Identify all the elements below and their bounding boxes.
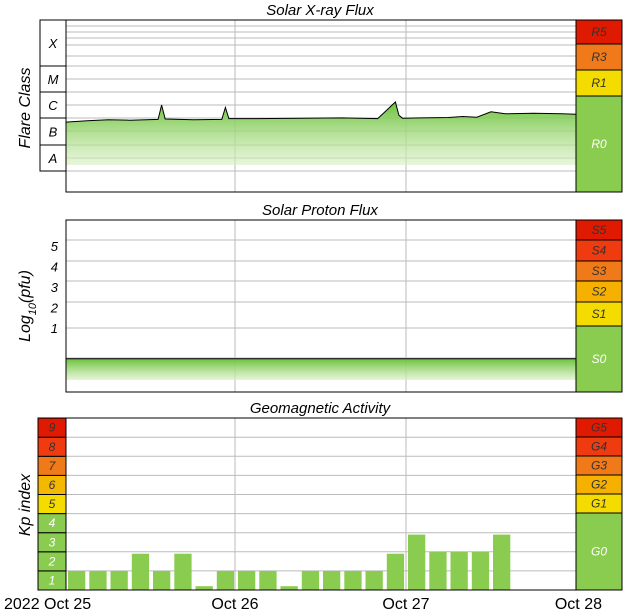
- scale-cell: [575, 95, 623, 193]
- proton-y-tick-label: 3: [51, 280, 59, 295]
- kp-bar: [153, 570, 171, 590]
- proton-ylabel: Log10(pfu): [17, 270, 39, 342]
- proton-grid: [66, 220, 576, 392]
- x-tick-label: 2022 Oct 25: [4, 596, 91, 613]
- proton-radiation-storm-scale: S5 S4 S3 S2 S1 S0: [575, 219, 623, 393]
- kp-level-label: 8: [49, 440, 56, 454]
- proton-flux-fill: [66, 358, 605, 380]
- kp-bar: [259, 570, 277, 590]
- kp-geomagnetic-storm-scale: G5 G4 G3 G2 G1 G0: [575, 417, 623, 591]
- kp-bar: [89, 570, 107, 590]
- proton-ylabel-sub: 10: [27, 302, 39, 315]
- scale-cell: [575, 301, 623, 327]
- kp-level-label: 9: [49, 421, 56, 435]
- flare-class-label: B: [49, 125, 58, 140]
- scale-label: S4: [592, 244, 607, 258]
- kp-bar: [386, 553, 405, 590]
- proton-y-tick-label: 1: [51, 321, 58, 336]
- scale-label: S0: [592, 352, 607, 366]
- x-tick-label: Oct 27: [382, 596, 429, 613]
- kp-bar: [323, 570, 341, 590]
- scale-cell: [575, 19, 623, 45]
- kp-bar: [429, 551, 447, 590]
- flare-class-label: X: [48, 36, 59, 51]
- kp-level-label: 3: [49, 535, 56, 549]
- kp-level-label: 6: [49, 478, 56, 492]
- scale-label: S2: [592, 285, 607, 299]
- kp-title: Geomagnetic Activity: [250, 400, 392, 417]
- kp-panel: Geomagnetic Activity Kp index 123456789 …: [17, 400, 623, 591]
- kp-bar: [68, 570, 86, 590]
- flare-class-label: C: [48, 98, 58, 113]
- xray-flux-line: [65, 101, 605, 123]
- flare-class-cell: [39, 19, 67, 67]
- kp-bar: [301, 570, 320, 590]
- scale-label: R1: [591, 76, 606, 90]
- proton-y-tick-label: 2: [50, 301, 59, 316]
- kp-level-label: 1: [49, 573, 56, 587]
- xray-title: Solar X-ray Flux: [266, 2, 374, 19]
- proton-y-tick-label: 4: [51, 260, 58, 275]
- kp-ylabel: Kp index: [17, 473, 34, 536]
- kp-level-cells: 1 2 3 4 5 6 7 8 9: [37, 417, 67, 591]
- kp-bar: [344, 570, 362, 590]
- kp-bar: [365, 570, 383, 590]
- kp-bar: [110, 570, 128, 590]
- scale-label: R0: [591, 137, 607, 151]
- scale-label: S1: [592, 307, 607, 321]
- kp-level-label: 5: [49, 497, 56, 511]
- flare-class-label: M: [48, 72, 59, 87]
- x-tick-label: Oct 26: [211, 596, 258, 613]
- kp-bars: [68, 534, 511, 590]
- xray-flux-fill: [66, 102, 605, 165]
- xray-radio-blackout-scale: R5 R3 R1 R0: [575, 19, 623, 193]
- scale-label: G4: [591, 440, 607, 454]
- scale-label: G2: [591, 478, 607, 492]
- flare-class-cell: [39, 117, 67, 146]
- scale-label: R3: [591, 50, 607, 64]
- proton-y-ticks: 1 2 3 4 5: [50, 239, 59, 336]
- flare-class-label: A: [48, 151, 58, 166]
- scale-label: S5: [592, 223, 607, 237]
- scale-label: R5: [591, 25, 607, 39]
- kp-bar: [238, 570, 256, 590]
- kp-bar: [216, 570, 235, 590]
- xray-plot-area: [66, 20, 576, 192]
- xray-ylabel: Flare Class: [17, 68, 34, 149]
- kp-bar: [174, 553, 192, 590]
- proton-ylabel-group: Log10(pfu): [17, 270, 39, 342]
- flare-class-cell: [39, 144, 67, 172]
- proton-ylabel-main: Log: [17, 315, 34, 342]
- scale-label: G0: [591, 545, 607, 559]
- scale-cell: [575, 512, 623, 591]
- kp-bar: [408, 534, 426, 590]
- scale-cell: [575, 69, 623, 97]
- kp-bar: [493, 534, 511, 590]
- kp-level-label: 7: [49, 459, 57, 473]
- scale-cell: [575, 325, 623, 393]
- scale-label: G1: [591, 497, 607, 511]
- xray-ylabel-group: Flare Class: [17, 68, 34, 149]
- scale-cell: [575, 43, 623, 71]
- x-tick-label: Oct 28: [555, 596, 602, 613]
- kp-level-label: 4: [49, 516, 56, 530]
- proton-title: Solar Proton Flux: [262, 202, 378, 219]
- kp-bar: [471, 551, 490, 590]
- kp-bar: [450, 551, 468, 590]
- kp-bar: [195, 586, 213, 590]
- kp-level-label: 2: [48, 554, 56, 568]
- x-axis: 2022 Oct 25 Oct 26 Oct 27 Oct 28: [4, 596, 602, 613]
- kp-bar: [131, 553, 150, 590]
- kp-bar: [280, 586, 298, 590]
- kp-ylabel-group: Kp index: [17, 473, 34, 536]
- scale-label: G5: [591, 421, 607, 435]
- scale-label: G3: [591, 459, 607, 473]
- proton-y-tick-label: 5: [51, 239, 59, 254]
- scale-label: S3: [592, 264, 607, 278]
- proton-ylabel-unit: (pfu): [17, 270, 34, 303]
